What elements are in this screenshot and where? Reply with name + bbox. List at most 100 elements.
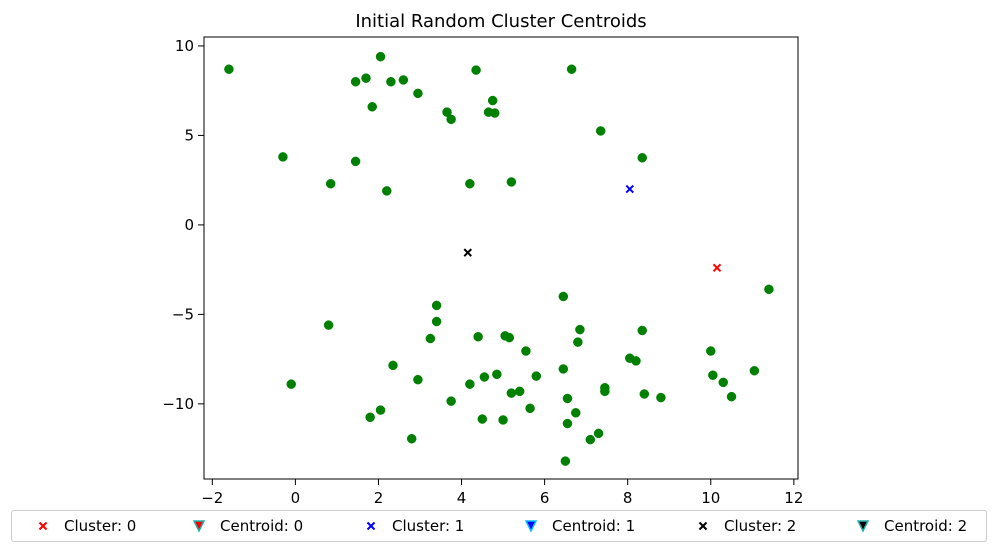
legend-x-marker-icon bbox=[366, 521, 376, 531]
legend-triangle-marker-icon bbox=[192, 520, 206, 533]
legend-triangle-marker-icon bbox=[856, 520, 870, 533]
data-point bbox=[531, 371, 542, 381]
y-tick-label: 0 bbox=[184, 216, 194, 234]
data-point bbox=[365, 412, 375, 423]
x-tick-label: −2 bbox=[201, 489, 223, 506]
data-point bbox=[490, 108, 500, 118]
y-tick-label: 10 bbox=[175, 37, 194, 55]
data-point bbox=[558, 364, 569, 374]
x-tick-label: 12 bbox=[784, 489, 803, 506]
data-point bbox=[413, 374, 423, 385]
data-point bbox=[446, 396, 456, 406]
x-tick-label: 8 bbox=[623, 489, 633, 506]
chart-svg: Initial Random Cluster Centroids −2 0 2 4 6 8… bbox=[162, 11, 803, 507]
data-point bbox=[465, 379, 475, 389]
legend-label: Cluster: 2 bbox=[724, 517, 797, 535]
x-tick-label: 0 bbox=[291, 489, 301, 506]
data-point bbox=[504, 332, 515, 343]
cluster-marker-4 bbox=[463, 248, 472, 257]
data-point bbox=[593, 428, 604, 439]
x-tick-label: 2 bbox=[374, 489, 384, 506]
data-point bbox=[706, 346, 716, 356]
data-point bbox=[506, 177, 517, 187]
data-point bbox=[560, 456, 571, 466]
data-point bbox=[521, 346, 531, 356]
data-point bbox=[558, 291, 569, 302]
data-point bbox=[562, 393, 573, 404]
data-point bbox=[562, 418, 573, 429]
data-point bbox=[278, 152, 288, 162]
legend-item: Cluster: 1 bbox=[364, 511, 464, 541]
data-point bbox=[639, 389, 650, 399]
data-point bbox=[637, 325, 647, 336]
data-point bbox=[442, 107, 452, 117]
data-point bbox=[566, 64, 577, 74]
legend-item: Centroid: 1 bbox=[524, 511, 635, 541]
data-point bbox=[431, 316, 442, 327]
cluster-marker-2 bbox=[625, 184, 634, 194]
x-axis: −2 0 2 4 6 8 10 12 bbox=[201, 479, 803, 507]
data-point bbox=[726, 391, 737, 402]
data-point bbox=[413, 88, 423, 99]
data-point bbox=[367, 102, 377, 112]
y-tick-label: −10 bbox=[162, 395, 194, 413]
legend: Cluster: 0 Centroid: 0 Cluster: 1 Centroid:… bbox=[11, 510, 987, 542]
data-point bbox=[749, 365, 760, 376]
data-point bbox=[375, 51, 386, 62]
legend-label: Centroid: 1 bbox=[552, 517, 636, 535]
data-point bbox=[382, 186, 392, 196]
data-point bbox=[465, 178, 475, 189]
data-points bbox=[224, 51, 774, 466]
cluster-markers bbox=[463, 184, 722, 273]
data-point bbox=[571, 408, 581, 418]
legend-item: Cluster: 0 bbox=[36, 511, 136, 541]
data-point bbox=[425, 333, 436, 344]
data-point bbox=[506, 388, 517, 398]
data-point bbox=[446, 114, 456, 125]
legend-item: Centroid: 2 bbox=[856, 511, 967, 541]
data-point bbox=[631, 356, 641, 366]
data-point bbox=[350, 156, 361, 167]
data-point bbox=[431, 300, 442, 311]
cluster-marker-0 bbox=[712, 263, 722, 273]
data-point bbox=[479, 372, 490, 382]
data-point bbox=[573, 337, 583, 347]
data-point bbox=[224, 64, 234, 74]
x-tick-label: 10 bbox=[701, 489, 720, 506]
data-point bbox=[525, 403, 535, 414]
data-point bbox=[375, 405, 386, 415]
data-point bbox=[764, 284, 774, 295]
legend-label: Centroid: 2 bbox=[884, 517, 968, 535]
legend-item: Cluster: 2 bbox=[696, 511, 796, 541]
x-tick-label: 6 bbox=[540, 489, 550, 506]
legend-label: Cluster: 1 bbox=[392, 517, 465, 535]
data-point bbox=[325, 178, 336, 189]
data-point bbox=[514, 386, 525, 397]
data-point bbox=[477, 414, 488, 424]
legend-label: Cluster: 0 bbox=[64, 517, 137, 535]
data-point bbox=[388, 360, 398, 371]
data-point bbox=[718, 377, 728, 388]
data-point bbox=[585, 434, 596, 445]
legend-item: Centroid: 0 bbox=[192, 511, 303, 541]
data-point bbox=[575, 324, 585, 335]
data-point bbox=[350, 76, 361, 87]
data-point bbox=[471, 65, 481, 75]
y-axis: 10 5 0 −5 −10 bbox=[162, 37, 204, 413]
chart-title: Initial Random Cluster Centroids bbox=[355, 11, 646, 32]
data-point bbox=[498, 415, 508, 425]
legend-x-marker-icon bbox=[698, 521, 708, 531]
data-point bbox=[406, 433, 417, 444]
y-tick-label: 5 bbox=[184, 126, 194, 144]
legend-x-marker-icon bbox=[38, 521, 48, 531]
y-tick-label: −5 bbox=[172, 305, 194, 323]
data-point bbox=[361, 73, 371, 83]
data-point bbox=[600, 386, 610, 397]
data-point bbox=[487, 95, 498, 106]
data-point bbox=[637, 153, 647, 163]
data-point bbox=[398, 75, 409, 85]
data-point bbox=[708, 370, 718, 380]
data-point bbox=[286, 379, 296, 389]
data-point bbox=[386, 76, 396, 87]
